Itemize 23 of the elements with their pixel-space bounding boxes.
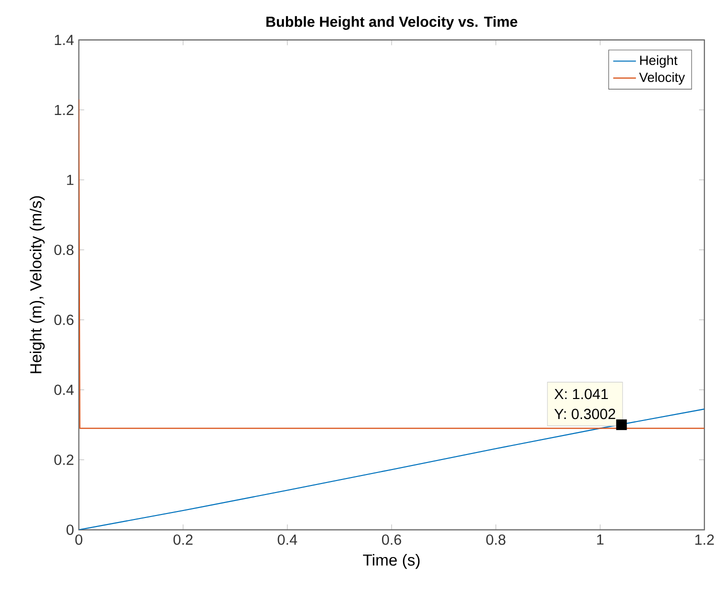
y-tick-label: 0 (66, 524, 74, 536)
y-tick-label: 1.2 (54, 104, 74, 116)
y-tick-label: 1.4 (54, 35, 74, 46)
x-tick-label: 0.4 (278, 534, 298, 546)
legend-label: Height (640, 55, 678, 68)
x-tick-label: 0.8 (486, 534, 506, 546)
annotation: Y: 0.3002 (554, 408, 616, 420)
x-tick-label: 1 (597, 534, 604, 545)
line-series (78, 408, 704, 530)
x-axis-title: Time (s) (363, 554, 420, 570)
y-axis-title: Height (m), Velocity (m/s) (30, 196, 45, 374)
y-tick-label: 0.6 (54, 314, 74, 326)
y-tick-label: 0.4 (54, 384, 74, 396)
annotation: X: 1.041 (554, 389, 608, 400)
legend-label: Velocity (639, 72, 685, 85)
x-tick-label: 0.2 (173, 534, 193, 546)
x-tick-label: 0.6 (382, 534, 402, 546)
x-tick-label: 0 (75, 534, 82, 546)
y-tick-label: 1 (67, 175, 74, 186)
chart-title: Bubble Height and Velocity vs. Time (266, 16, 518, 30)
x-tick-label: 1.2 (695, 534, 714, 545)
y-tick-label: 0.8 (54, 244, 74, 256)
y-tick-label: 0.2 (54, 454, 74, 466)
